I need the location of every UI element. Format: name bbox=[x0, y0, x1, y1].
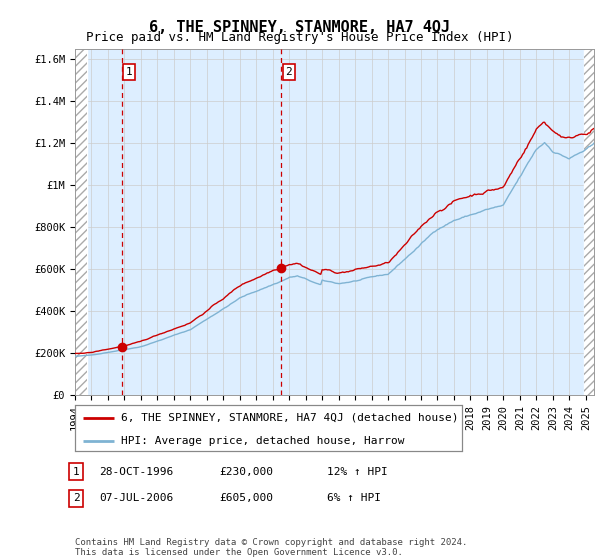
Text: 6, THE SPINNEY, STANMORE, HA7 4QJ (detached house): 6, THE SPINNEY, STANMORE, HA7 4QJ (detac… bbox=[121, 413, 459, 423]
Text: £605,000: £605,000 bbox=[219, 493, 273, 503]
Text: 2: 2 bbox=[73, 493, 80, 503]
Bar bbox=[584, 49, 594, 395]
Text: 12% ↑ HPI: 12% ↑ HPI bbox=[327, 466, 388, 477]
Text: 6% ↑ HPI: 6% ↑ HPI bbox=[327, 493, 381, 503]
Text: 07-JUL-2006: 07-JUL-2006 bbox=[99, 493, 173, 503]
Text: HPI: Average price, detached house, Harrow: HPI: Average price, detached house, Harr… bbox=[121, 436, 405, 446]
Text: 2: 2 bbox=[286, 67, 292, 77]
Text: 1: 1 bbox=[73, 466, 80, 477]
Text: 6, THE SPINNEY, STANMORE, HA7 4QJ: 6, THE SPINNEY, STANMORE, HA7 4QJ bbox=[149, 20, 451, 35]
Bar bbox=[75, 49, 86, 395]
Bar bbox=[584, 49, 594, 395]
Bar bbox=[75, 49, 86, 395]
Text: £230,000: £230,000 bbox=[219, 466, 273, 477]
Text: 1: 1 bbox=[126, 67, 133, 77]
Text: Price paid vs. HM Land Registry's House Price Index (HPI): Price paid vs. HM Land Registry's House … bbox=[86, 31, 514, 44]
Text: Contains HM Land Registry data © Crown copyright and database right 2024.
This d: Contains HM Land Registry data © Crown c… bbox=[75, 538, 467, 557]
Text: 28-OCT-1996: 28-OCT-1996 bbox=[99, 466, 173, 477]
